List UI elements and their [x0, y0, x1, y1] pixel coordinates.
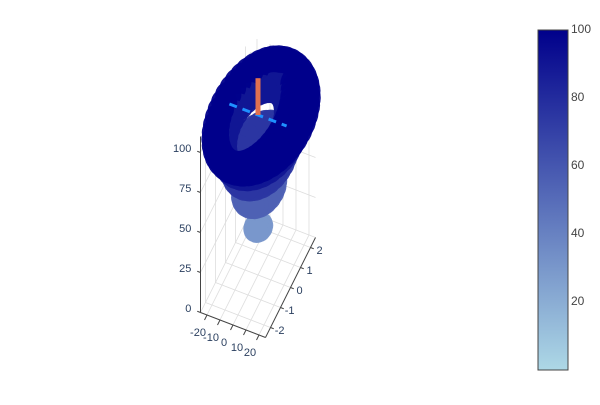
- y-tick-mark: [300, 267, 304, 270]
- colorbar-tick-label: 40: [571, 226, 585, 240]
- colorbar-tick-label: 100: [571, 22, 591, 36]
- x-tick-label: 0: [221, 337, 227, 349]
- z-tick-label: 50: [179, 223, 191, 235]
- y-tick-label: -1: [285, 305, 295, 317]
- y-tick-label: 0: [297, 285, 303, 297]
- colorbar-tick-label: 60: [571, 158, 585, 172]
- z-tick-label: 100: [173, 143, 191, 155]
- data-marker: [245, 220, 269, 244]
- y-tick-label: 1: [307, 265, 313, 277]
- colorbar: 20 40 60 80 100: [537, 22, 591, 371]
- line-layer: [228, 78, 288, 128]
- y-tick-mark: [280, 307, 284, 310]
- colorbar-ticks: 20 40 60 80 100: [571, 22, 591, 308]
- x-tick-label: -10: [203, 332, 219, 344]
- x-tick-mark: [230, 324, 234, 331]
- x-tick-label: 20: [244, 347, 256, 359]
- y-tick-mark: [290, 287, 294, 290]
- x-tick-mark: [217, 319, 221, 326]
- colorbar-tick-label: 80: [571, 90, 585, 104]
- z-tick-mark: [197, 230, 201, 233]
- y-tick-mark: [310, 247, 314, 250]
- x-tick-mark: [204, 314, 208, 321]
- grid-line: [225, 262, 291, 288]
- z-tick-mark: [197, 150, 201, 153]
- marker-layer: [201, 45, 321, 244]
- x-tick-label: 10: [231, 342, 243, 354]
- colorbar-tick-label: 20: [571, 294, 585, 308]
- x-tick-mark: [243, 329, 247, 336]
- z-tick-mark: [197, 270, 201, 273]
- grid-line: [235, 242, 301, 268]
- grid-line: [200, 212, 251, 313]
- y-tick-label: 2: [317, 245, 323, 257]
- z-tick-label: 0: [185, 303, 191, 315]
- data-marker: [215, 150, 249, 184]
- z-tick-label: 75: [179, 183, 191, 195]
- z-tick-mark: [197, 310, 201, 313]
- grid-line: [205, 302, 271, 328]
- x-tick-label: -20: [190, 327, 206, 339]
- colorbar-gradient: [537, 29, 569, 371]
- x-tick-mark: [256, 334, 260, 341]
- z-tick-mark: [197, 190, 201, 193]
- y-tick-label: -2: [275, 325, 285, 337]
- grid-line: [215, 282, 281, 308]
- z-tick-label: 25: [179, 263, 191, 275]
- y-tick-mark: [270, 327, 274, 330]
